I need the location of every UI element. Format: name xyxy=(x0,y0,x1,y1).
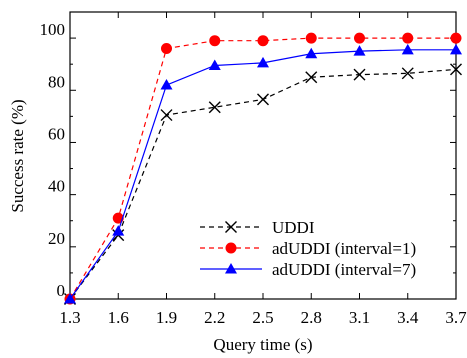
y-axis-label: Success rate (%) xyxy=(8,99,27,212)
x-tick-label: 2.8 xyxy=(301,308,322,327)
data-point xyxy=(354,32,365,44)
data-point xyxy=(402,32,414,44)
legend: UDDI adUDDI (interval=1) adUDDI (interval=… xyxy=(200,218,416,279)
x-axis-ticks: 1.3 1.6 1.9 2.2 2.5 2.8 3.1 3.4 3.7 xyxy=(59,12,467,327)
data-point xyxy=(353,45,366,56)
data-point xyxy=(161,43,172,55)
y-axis-ticks: 0 20 40 60 80 100 xyxy=(40,20,456,300)
series-1 xyxy=(64,32,462,305)
y-tick-label: 60 xyxy=(48,124,65,143)
data-point xyxy=(305,47,318,59)
legend-marker xyxy=(225,242,237,254)
data-point xyxy=(305,71,318,84)
legend-entry: UDDI xyxy=(200,218,315,237)
data-point xyxy=(401,43,414,55)
y-tick-label: 80 xyxy=(48,72,65,91)
legend-entry: adUDDI (interval=7) xyxy=(200,260,416,279)
series-layer xyxy=(64,32,462,305)
x-tick-label: 1.9 xyxy=(156,308,177,327)
x-tick-label: 3.4 xyxy=(397,308,419,327)
data-point xyxy=(112,212,124,224)
data-point xyxy=(160,79,173,90)
series-line xyxy=(69,37,456,300)
legend-marker xyxy=(225,263,237,274)
data-point xyxy=(450,32,462,44)
data-point xyxy=(257,56,269,68)
legend-label: adUDDI (interval=1) xyxy=(272,239,416,258)
data-point xyxy=(450,63,462,76)
data-point xyxy=(112,225,125,236)
x-tick-label: 3.7 xyxy=(445,308,467,327)
data-point xyxy=(450,43,462,55)
y-tick-label: 100 xyxy=(40,20,66,39)
data-point xyxy=(305,32,317,44)
x-tick-label: 2.5 xyxy=(252,308,273,327)
legend-label: UDDI xyxy=(272,218,315,237)
x-tick-label: 3.1 xyxy=(349,308,370,327)
x-tick-label: 2.2 xyxy=(204,308,225,327)
data-point xyxy=(208,59,221,70)
data-point xyxy=(257,93,269,106)
x-axis-label: Query time (s) xyxy=(213,335,312,354)
x-tick-label: 1.6 xyxy=(108,308,129,327)
y-tick-label: 0 xyxy=(57,281,66,300)
legend-label: adUDDI (interval=7) xyxy=(272,260,416,279)
y-tick-label: 40 xyxy=(48,177,65,196)
data-point xyxy=(64,293,76,304)
legend-entry: adUDDI (interval=1) xyxy=(200,239,416,258)
data-point xyxy=(160,109,173,122)
legend-marker xyxy=(225,221,237,233)
series-2 xyxy=(64,43,462,304)
data-point xyxy=(353,68,366,81)
y-tick-label: 20 xyxy=(48,229,65,248)
x-tick-label: 1.3 xyxy=(59,308,80,327)
data-point xyxy=(257,35,269,47)
data-point xyxy=(401,67,414,80)
data-point xyxy=(209,35,221,47)
data-point xyxy=(208,101,221,114)
